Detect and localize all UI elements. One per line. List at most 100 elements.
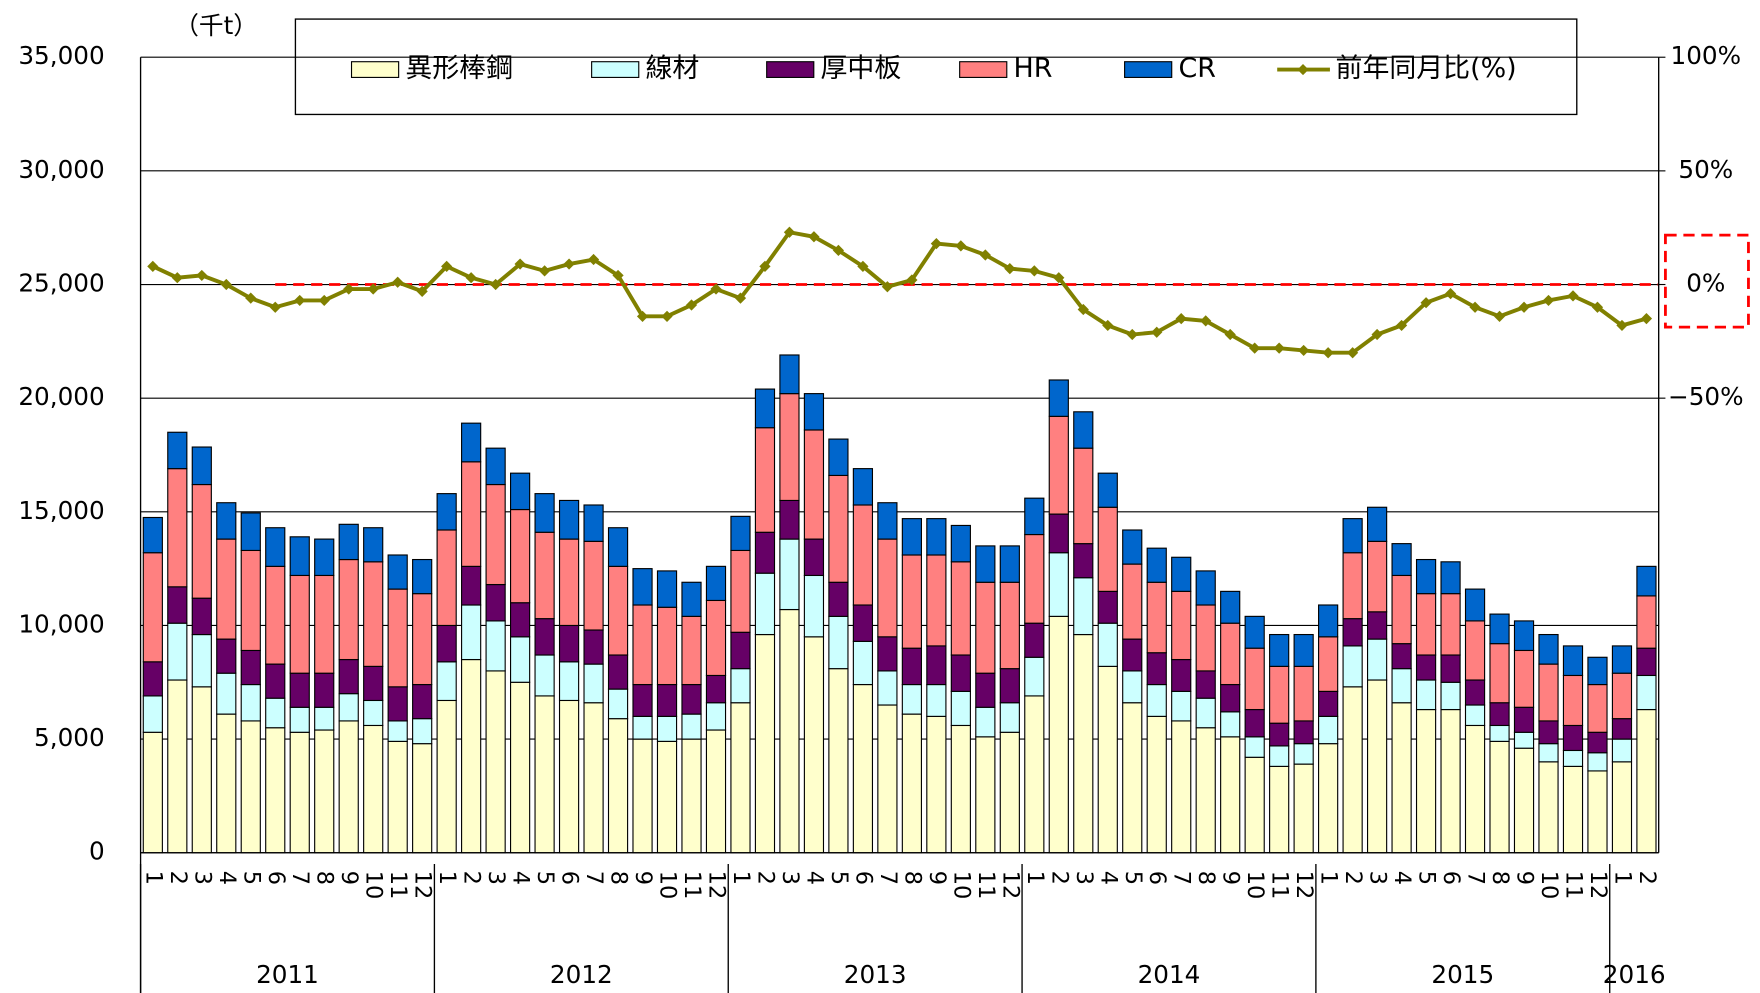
bar-segment [1318,690,1339,717]
line-marker [1640,312,1653,325]
y-tick-label: 15,000 [18,496,104,525]
bar-segment [289,574,310,674]
bar-segment [412,683,433,720]
bar-segment [950,724,971,854]
bar-segment [216,672,237,715]
bar-segment [1318,636,1339,692]
y-tick-label: 0 [89,837,105,866]
bar-segment [828,668,849,854]
bar-segment [730,668,751,704]
x-tick-label: 5 [532,871,558,885]
line-marker [416,285,428,297]
bar-segment [412,743,433,854]
bar-segment [1048,513,1069,554]
bar-segment [387,720,408,742]
x-tick-label: 6 [850,871,876,885]
bar-segment [436,624,457,663]
bar-segment [289,672,310,708]
bar-segment [1146,547,1167,583]
bar-segment [191,686,212,854]
bar-segment [950,524,971,563]
bar-segment [461,565,482,606]
x-tick-label: 1 [728,871,754,885]
bar-segment [1415,593,1437,656]
x-tick-label: 2 [165,871,191,885]
bar-segment [852,640,874,686]
bar-segment [191,483,212,599]
bar-segment [1391,702,1412,854]
x-tick-label: 5 [238,871,264,885]
bar-segment [1342,618,1363,647]
bar-segment [1097,506,1118,592]
bar-segment [1366,679,1388,854]
bar-segment [705,729,727,854]
line-marker [1273,342,1285,354]
bar-segment [1244,736,1265,758]
x-tick-label: 4 [801,871,827,885]
legend-marker [1297,63,1309,76]
line-marker [685,299,698,311]
y-tick-label: 20,000 [18,382,104,411]
bar-segment [632,715,653,740]
line-marker [955,240,967,252]
bar-segment [656,606,678,686]
bar-segment [1342,518,1363,554]
x-tick-label: 7 [1463,871,1489,885]
bar-segment [828,615,849,670]
bar-segment [1366,611,1388,640]
unit-label: （千t） [174,11,258,40]
bar-segment [1513,620,1535,652]
line-marker [465,272,477,284]
bar-segment [1244,708,1265,738]
bar-segment [632,604,653,686]
bar-segment [1636,708,1657,854]
bar-segment [1220,622,1241,686]
group-label: 2012 [550,960,613,989]
legend-swatch [766,61,815,78]
bar-segment [1611,738,1633,763]
bar-segment [167,586,188,624]
bar-segment [142,552,163,663]
x-tick-label: 2 [752,871,778,885]
bar-segment [1489,643,1510,704]
bar-segment [901,647,922,686]
bar-segment [1562,749,1584,767]
bar-segment [191,597,212,636]
bar-segment [1269,745,1290,767]
bar-segment [681,581,702,617]
x-tick-label: 10 [1242,871,1268,900]
x-tick-label: 12 [997,871,1023,900]
bar-segment [1636,674,1657,711]
bar-segment [534,531,555,620]
x-tick-label: 7 [581,871,607,885]
bar-segment [1073,447,1094,545]
bar-segment [1513,649,1535,708]
bar-segment [363,527,384,563]
bar-segment [142,731,163,854]
bar-segment [1611,761,1633,854]
y-tick-label: 35,000 [18,41,104,70]
bar-segment [265,565,286,665]
bar-segment [240,720,261,854]
bar-segment [1048,615,1069,854]
y2-tick-label: 100% [1671,41,1742,70]
bar-segment [779,538,800,611]
x-tick-label: 11 [1267,871,1293,900]
bar-segment [1391,643,1412,670]
bar-segment [314,672,335,708]
bar-segment [975,736,996,854]
bar-segment [1269,765,1290,854]
bar-segment [534,618,555,656]
line-marker [1224,328,1236,341]
bar-segment [1415,708,1437,854]
bar-segment [828,581,849,617]
bar-segment [558,699,580,854]
x-tick-label: 3 [777,871,803,885]
bar-segment [1562,724,1584,752]
bar-segment [1195,727,1216,854]
bar-segment [999,702,1020,733]
bar-segment [1366,638,1388,681]
x-tick-label: 7 [875,871,901,885]
bar-segment [1636,647,1657,677]
